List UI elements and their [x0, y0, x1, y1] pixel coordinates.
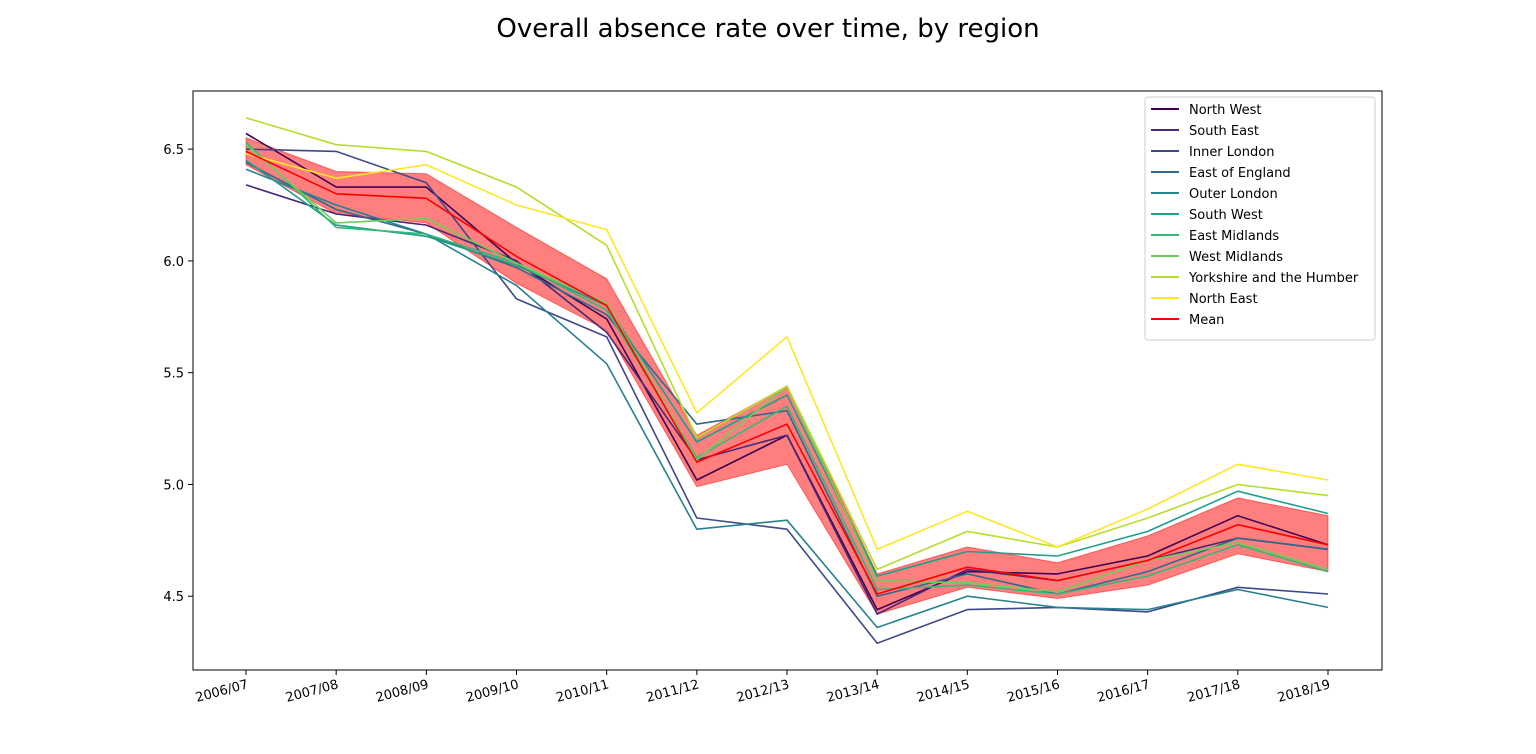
- y-tick-label: 5.5: [163, 367, 184, 382]
- x-tick-label: 2016/17: [1096, 677, 1152, 705]
- y-tick-label: 6.5: [163, 143, 184, 158]
- legend-label: East of England: [1189, 166, 1291, 181]
- series-line-north-east: [245, 152, 1329, 551]
- x-tick-label: 2007/08: [284, 677, 340, 705]
- x-tick-label: 2006/07: [194, 677, 250, 705]
- x-tick-label: 2017/18: [1186, 677, 1242, 705]
- legend-label: Inner London: [1189, 145, 1274, 160]
- y-tick-label: 4.5: [163, 590, 184, 605]
- series-line-mean: [245, 150, 1329, 595]
- x-tick-label: 2010/11: [555, 677, 611, 705]
- legend: North West South East Inner London East of …: [1144, 96, 1376, 341]
- x-tick-label: 2009/10: [464, 677, 520, 705]
- legend-label: Yorkshire and the Humber: [1188, 271, 1359, 286]
- legend-label: South East: [1189, 124, 1259, 139]
- legend-label: North East: [1189, 292, 1258, 307]
- x-tick-label: 2018/19: [1276, 677, 1332, 705]
- legend-label: West Midlands: [1189, 250, 1283, 265]
- x-tick-label: 2011/12: [645, 677, 701, 705]
- chart-title: Overall absence rate over time, by regio…: [496, 14, 1039, 44]
- series-line-south-west: [245, 159, 1329, 577]
- x-tick-label: 2013/14: [825, 677, 881, 705]
- series-line-inner-london: [245, 148, 1329, 645]
- legend-label: South West: [1189, 208, 1263, 223]
- legend-label: Outer London: [1189, 187, 1278, 202]
- y-tick-label: 5.0: [163, 478, 184, 493]
- x-tick-label: 2015/16: [1005, 677, 1061, 705]
- legend-label: East Midlands: [1189, 229, 1279, 244]
- y-tick-label: 6.0: [163, 255, 184, 270]
- legend-box: [1144, 96, 1376, 341]
- x-tick-label: 2008/09: [374, 677, 430, 705]
- legend-label: Mean: [1189, 313, 1224, 328]
- series-lines-layer: [245, 117, 1329, 645]
- x-tick-label: 2012/13: [735, 677, 791, 705]
- x-tick-label: 2014/15: [915, 677, 971, 705]
- legend-label: North West: [1189, 103, 1261, 118]
- series-line-east-midlands: [245, 141, 1329, 595]
- series-line-yorkshire-and-the-humber: [245, 117, 1329, 571]
